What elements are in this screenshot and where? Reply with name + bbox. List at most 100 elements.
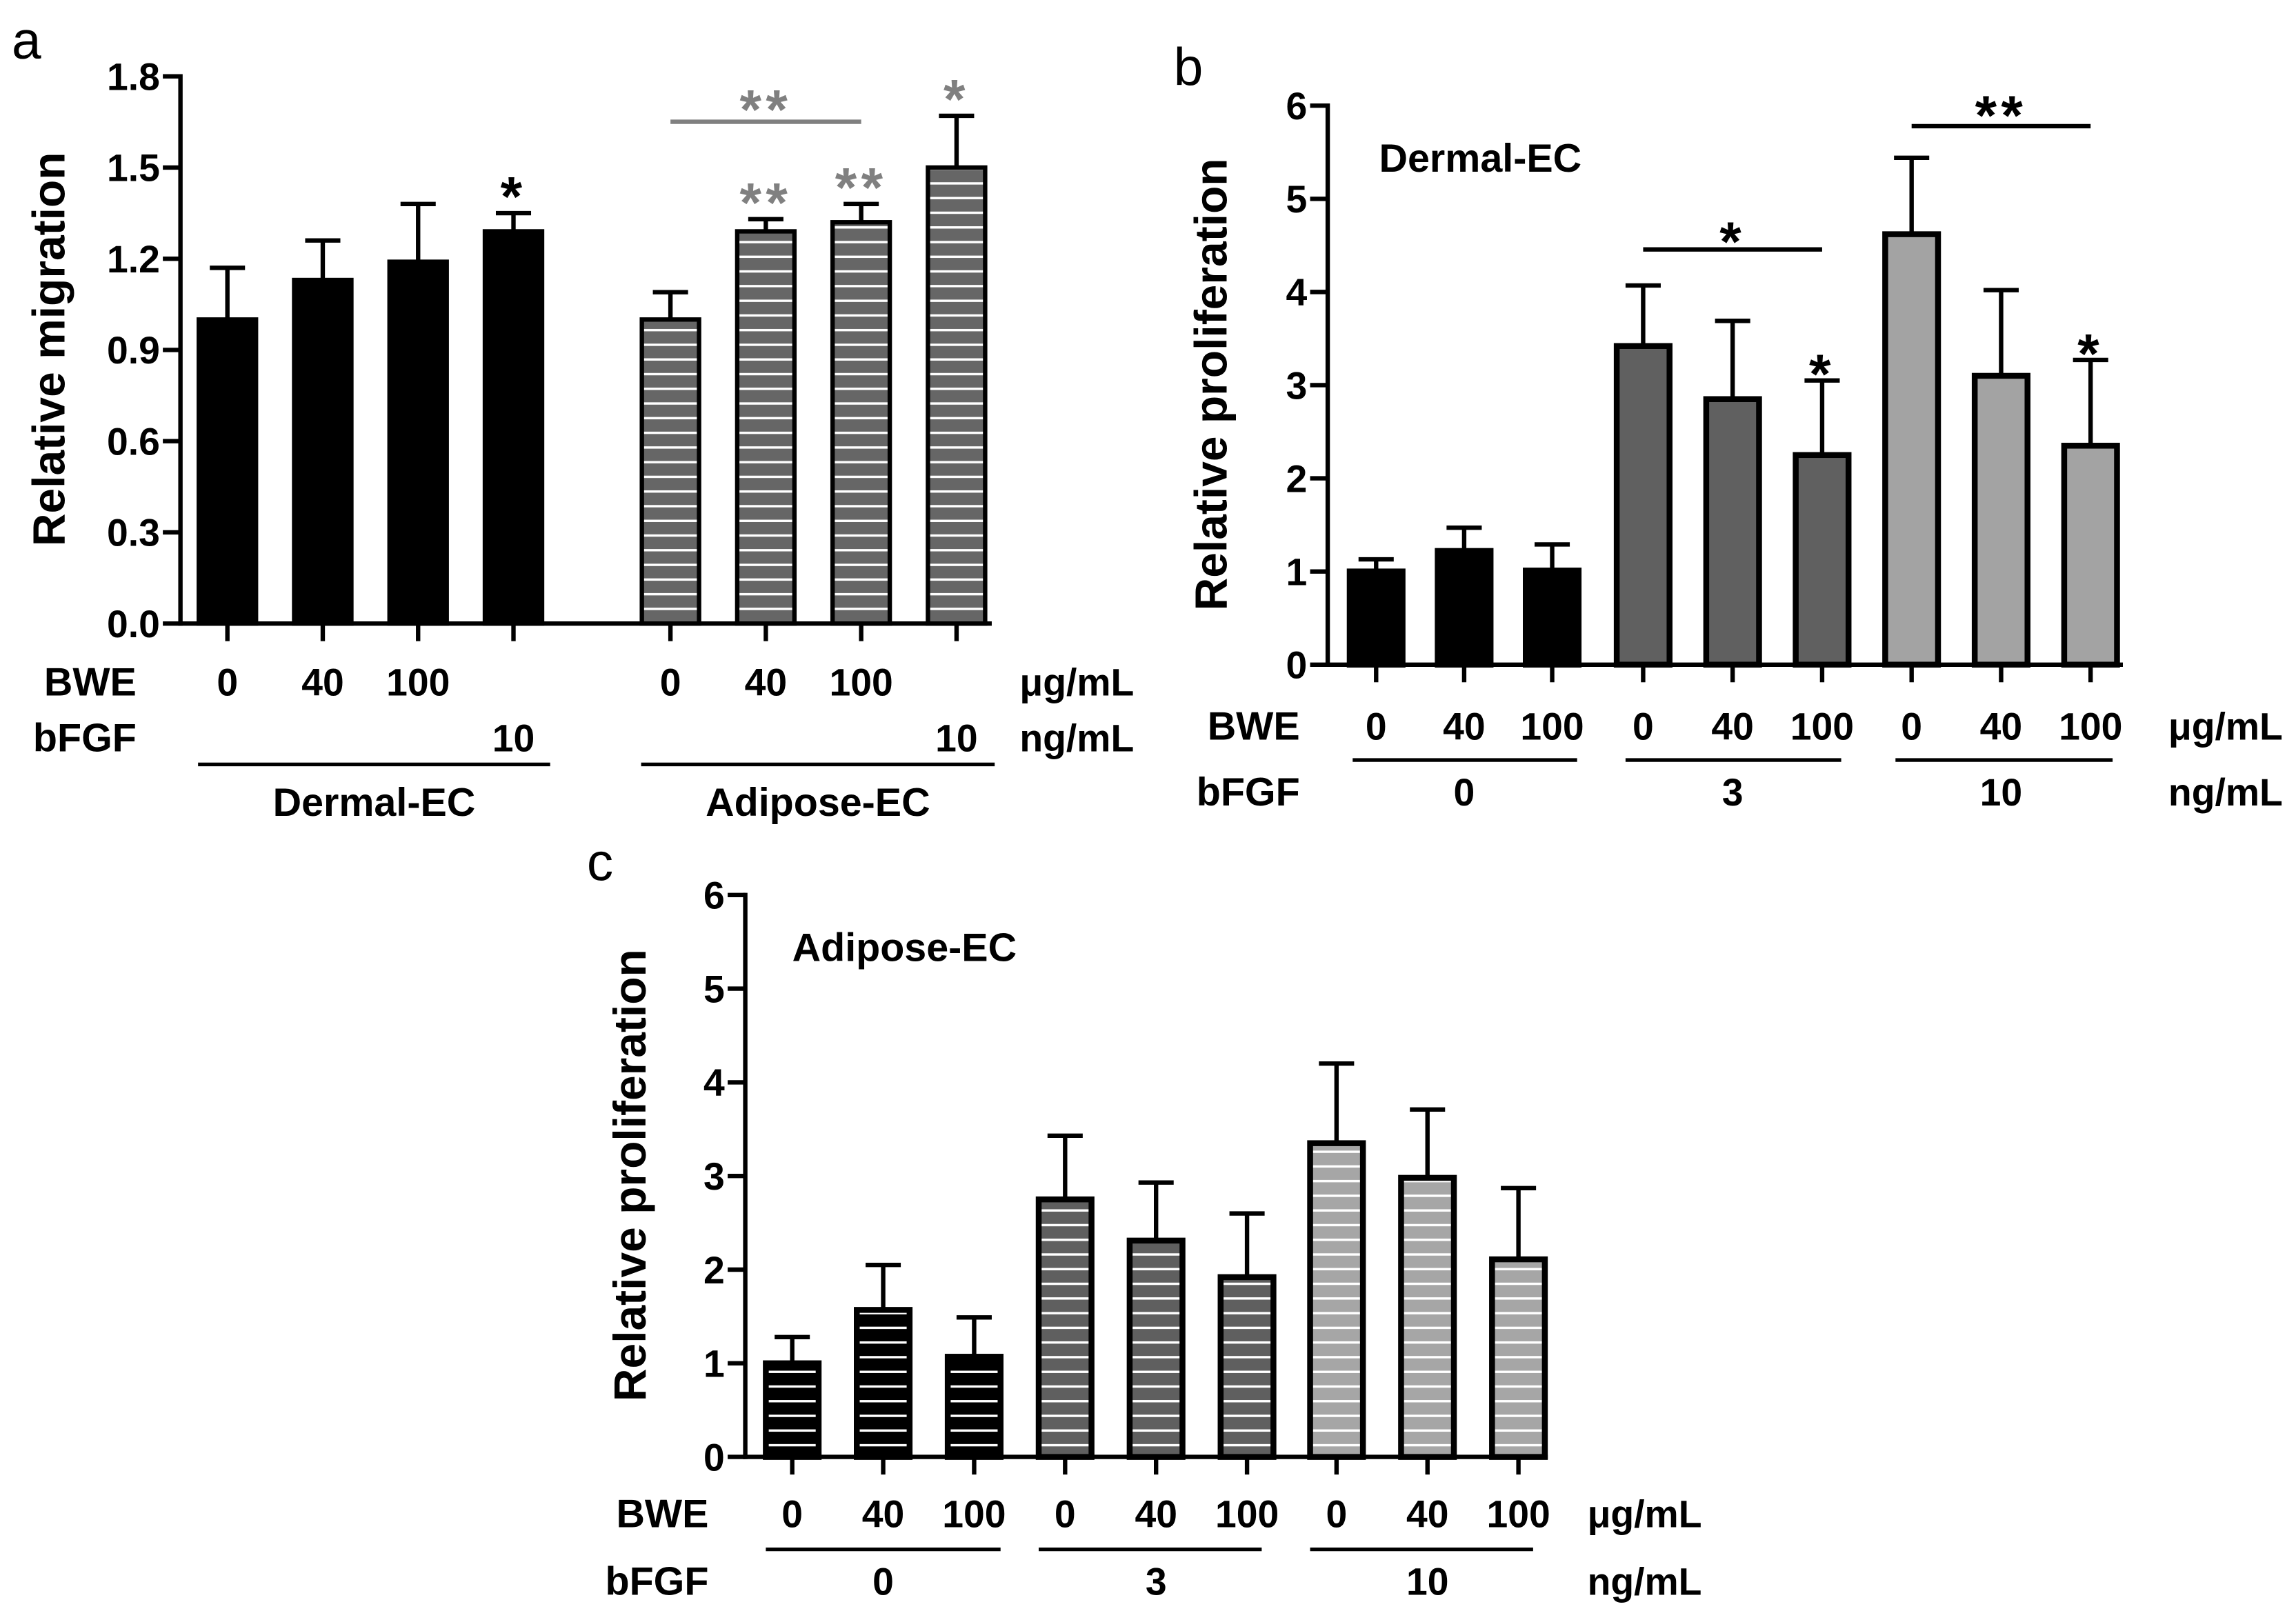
a-error-bar-g0-2 (400, 201, 436, 262)
c-inset-label: Adipose-EC (792, 926, 1017, 970)
a-bwe-row-label: BWE (44, 660, 137, 704)
c-error-bar-g0-1 (866, 1263, 901, 1310)
a-significance-g1-1: ** (740, 172, 792, 234)
b-error-bar-g2-1 (1983, 288, 2019, 376)
c-ytick-label-4: 4 (703, 1061, 725, 1104)
b-ytick-label-5: 5 (1286, 178, 1308, 221)
b-bwe-label-g2-1: 40 (1980, 705, 2023, 748)
b-y-axis-title: Relative proliferation (1185, 158, 1236, 610)
c-error-bar-g1-0 (1047, 1133, 1083, 1200)
b-bwe-label-g0-2: 100 (1520, 705, 1584, 748)
c-bar-g2-1 (1398, 1174, 1457, 1460)
c-bwe-label-g2-0: 0 (1326, 1493, 1347, 1536)
c-bar-g1-0 (1035, 1196, 1095, 1460)
a-bar-g1-2 (830, 220, 892, 626)
c-ytick-label-6: 6 (703, 874, 725, 917)
b-ytick-label-2: 2 (1286, 457, 1308, 500)
b-bwe-label-g1-2: 100 (1790, 705, 1854, 748)
b-bwe-label-g0-1: 40 (1443, 705, 1486, 748)
a-bfgf-label-g1: 10 (935, 717, 978, 759)
c-bfgf-label-g1: 3 (1146, 1561, 1167, 1603)
a-error-bar-g0-3 (495, 210, 532, 232)
a-bwe-label-g1-0: 0 (660, 661, 681, 703)
a-ytick-label-4: 1.2 (107, 238, 160, 281)
a-error-bar-g1-2 (843, 201, 879, 223)
c-ytick-label-0: 0 (703, 1436, 725, 1479)
b-error-bar-g1-1 (1715, 319, 1750, 399)
c-bwe-row-label: BWE (616, 1492, 708, 1537)
c-bar-g1-2 (1217, 1274, 1277, 1460)
a-bwe-label-g0-0: 0 (217, 661, 238, 703)
c-bwe-label-g2-2: 100 (1486, 1493, 1550, 1536)
panel-a: a Relative migration 0.0 0.3 0.6 0.9 1.2 1.5 1.8… (12, 12, 1134, 825)
c-error-bar-g2-1 (1410, 1107, 1446, 1178)
c-ytick-label-2: 2 (703, 1249, 725, 1292)
a-bar-g1-1 (735, 229, 797, 626)
a-error-bar-g1-3 (939, 113, 975, 168)
b-bwe-label-g0-0: 0 (1366, 705, 1387, 748)
c-ytick-label-1: 1 (703, 1343, 725, 1385)
c-group-0: 0 40 100 0 (763, 1263, 1006, 1603)
c-error-bar-g0-0 (775, 1334, 810, 1363)
a-error-bar-g0-0 (210, 266, 246, 320)
c-ytick-label-5: 5 (703, 968, 725, 1010)
b-inset-label: Dermal-EC (1379, 137, 1582, 181)
b-bar-g1-0 (1613, 343, 1673, 668)
a-ytick-label-6: 1.8 (107, 55, 160, 98)
b-bwe-label-g1-0: 0 (1633, 705, 1654, 748)
c-bar-g0-2 (944, 1354, 1004, 1460)
a-bar-g0-2 (387, 259, 449, 626)
a-bar-g1-0 (639, 317, 701, 626)
a-bar-g0-3 (482, 229, 545, 626)
a-error-bar-g0-1 (305, 238, 341, 281)
b-bar-g2-2 (2061, 443, 2120, 668)
b-bfgf-unit: ng/mL (2168, 771, 2283, 814)
b-bwe-label-g1-1: 40 (1711, 705, 1754, 748)
b-bwe-unit: μg/mL (2168, 705, 2283, 748)
a-bar-g1-3 (926, 165, 988, 626)
c-y-axis-title: Relative proliferation (604, 949, 655, 1401)
a-bwe-unit: μg/mL (1019, 661, 1134, 703)
c-bwe-label-g1-1: 40 (1135, 1493, 1177, 1536)
c-bfgf-label-g0: 0 (872, 1561, 894, 1603)
c-bar-g1-1 (1126, 1237, 1186, 1460)
b-ytick-label-3: 3 (1286, 364, 1308, 407)
c-group-2: 0 40 100 10 (1307, 1061, 1550, 1603)
a-group-0: 0 40 100 * 10 Dermal-EC (197, 166, 550, 825)
a-group-name-0: Dermal-EC (273, 781, 476, 825)
a-significance-g1-3: * (944, 68, 970, 130)
a-group-name-1: Adipose-EC (706, 781, 930, 825)
b-bar-g2-0 (1882, 231, 1941, 668)
c-bwe-label-g0-0: 0 (781, 1493, 803, 1536)
b-bar-g2-1 (1971, 372, 2030, 668)
a-bwe-label-g0-2: 100 (386, 661, 450, 703)
b-group-2: 0 40 100 * 10 (1882, 155, 2122, 814)
a-bfgf-row-label: bFGF (33, 716, 137, 760)
b-bar-g0-2 (1522, 568, 1582, 668)
c-bfgf-row-label: bFGF (606, 1560, 709, 1604)
c-error-bar-g0-2 (956, 1315, 992, 1357)
b-bfgf-label-g1: 3 (1722, 771, 1744, 814)
a-bfgf-unit: ng/mL (1019, 717, 1134, 759)
panel-label-a: a (12, 12, 41, 70)
b-bar-g1-1 (1703, 396, 1762, 668)
b-bwe-label-g2-2: 100 (2059, 705, 2122, 748)
b-error-bar-g2-0 (1894, 155, 1930, 234)
panel-b: b Relative proliferation 0 1 2 3 4 5 6 Dermal-EC 0… (1174, 38, 2283, 814)
c-bfgf-label-g2: 10 (1406, 1561, 1449, 1603)
c-error-bar-g2-0 (1319, 1061, 1355, 1143)
b-bwe-label-g2-0: 0 (1901, 705, 1922, 748)
c-ytick-label-3: 3 (703, 1155, 725, 1198)
c-bwe-label-g0-1: 40 (862, 1493, 905, 1536)
a-significance-g1-2: ** (835, 157, 888, 219)
panel-label-c: c (587, 833, 613, 892)
a-ytick-label-1: 0.3 (107, 512, 160, 554)
c-bwe-label-g1-2: 100 (1215, 1493, 1279, 1536)
b-significance-g1-2: * (1809, 343, 1835, 406)
b-error-bar-g1-0 (1625, 283, 1661, 346)
b-error-bar-g2-2 (2073, 357, 2108, 446)
b-group-1: 0 40 100 * 3 (1613, 283, 1854, 814)
c-bwe-label-g0-2: 100 (942, 1493, 1006, 1536)
